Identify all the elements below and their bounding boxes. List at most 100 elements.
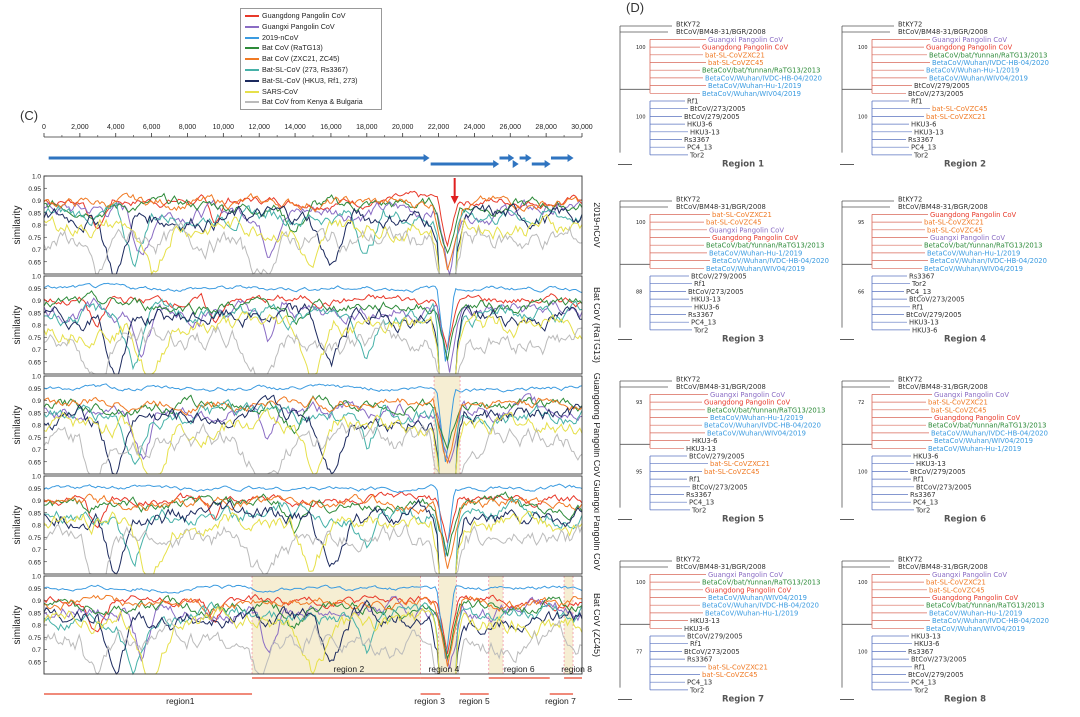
tree-taxon-label: Guangxi Pangolin CoV: [932, 571, 1007, 579]
y-axis-label: similarity: [12, 206, 23, 245]
tree-taxon-label: BetaCoV/Wuhan/IVDC-HB-04/2020: [702, 602, 819, 610]
panel-reference-label: 2019-nCoV: [592, 202, 600, 248]
tree-taxon-label: BetaCoV/Wuhan/WIV04/2019: [702, 90, 801, 98]
tree-taxon-label: Rf1: [694, 280, 705, 288]
tree-taxon-label: bat-SL-CoVZXC21: [926, 113, 986, 121]
bootstrap-value: 100: [636, 220, 646, 226]
similarity-panel: 1.0 0.95 0.9 0.85 0.8 0.75 0.7 0.65 similarity Ba…: [12, 574, 600, 676]
tree-taxon-label: bat-SL-CoVZC45: [704, 468, 760, 476]
bootstrap-value: 95: [636, 469, 642, 475]
tree-taxon-label: BetaCoV/Wuhan/IVDC-HB-04/2020: [930, 257, 1047, 265]
y-tick-label: 0.75: [28, 335, 41, 342]
tree-taxon-label: bat-SL-CoVZC45: [929, 586, 985, 594]
bootstrap-value: 100: [636, 45, 646, 51]
tree-title: Region 6: [944, 515, 986, 525]
x-tick-label: 6,000: [143, 124, 161, 131]
tree-taxon-label: BtKY72: [898, 196, 922, 204]
tree-taxon-label: Rf1: [689, 476, 700, 484]
legend-swatch: [245, 58, 259, 61]
tree-title: Region 2: [944, 160, 986, 170]
tree-taxon-label: BetaCoV/Wuhan/IVDC-HB-04/2020: [704, 422, 821, 430]
bootstrap-value: 95: [858, 220, 864, 226]
y-tick-label: 0.9: [32, 398, 41, 405]
tree-taxon-label: BtCoV/BM48-31/BGR/2008: [898, 563, 988, 571]
tree-taxon-label: Tor2: [911, 280, 926, 288]
tree-taxon-label: HKU3-6: [684, 625, 709, 633]
y-tick-label: 0.9: [32, 498, 41, 505]
tree-taxon-label: HKU3-6: [911, 121, 936, 129]
tree-taxon-label: BetaCoV/Wuhan/WIV04/2019: [706, 265, 805, 273]
bootstrap-value: 66: [858, 289, 864, 295]
series-line: [43, 290, 583, 361]
tree-taxon-label: Tor2: [915, 506, 930, 514]
x-tick-label: 14,000: [284, 124, 306, 131]
y-tick-label: 0.95: [28, 186, 41, 193]
tree-taxon-label: PC4_13: [906, 288, 931, 296]
y-tick-label: 1.0: [32, 574, 41, 581]
tree-taxon-label: Rs3367: [908, 136, 934, 144]
tree-taxon-label: bat-SL-CoVZXC21: [705, 51, 765, 59]
tree-taxon-label: HKU3-13: [690, 128, 720, 136]
legend-swatch: [245, 36, 259, 39]
bootstrap-value: 100: [636, 114, 646, 120]
e-arrow-head: [512, 160, 519, 168]
x-tick-label: 2,000: [71, 124, 89, 131]
tree-taxon-label: HKU3-6: [694, 303, 719, 311]
legend-entry: Guangdong Pangolin CoV: [245, 11, 346, 21]
tree-taxon-label: BtCoV/BM48-31/BGR/2008: [676, 563, 766, 571]
tree-taxon-label: BtCoV/273/2005: [909, 296, 965, 304]
tree-taxon-label: BtCoV/279/2005: [684, 113, 740, 121]
legend-entry: Bat CoV from Kenya & Bulgaria: [245, 97, 363, 107]
similarity-panel: 1.0 0.95 0.9 0.85 0.8 0.75 0.7 0.65 similarity Ba…: [12, 274, 600, 375]
tree-taxon-label: bat-SL-CoVZXC21: [712, 211, 772, 219]
y-tick-label: 0.8: [32, 423, 41, 430]
tree-taxon-label: Rs3367: [910, 491, 936, 499]
y-tick-label: 0.75: [28, 635, 41, 642]
series-line: [43, 297, 583, 373]
tree-taxon-label: Guangxi Pangolin CoV: [708, 571, 783, 579]
region-label: region 6: [504, 664, 535, 674]
region-label: region 5: [459, 696, 490, 706]
tree-taxon-label: BetaCoV/bat/Yunnan/RaTG13/2013: [924, 242, 1042, 250]
legend-entry: Bat CoV (RaTG13): [245, 43, 323, 53]
tree-taxon-label: BetaCoV/Wuhan-Hu-1/2019: [709, 249, 802, 257]
tree-taxon-label: BtCoV/273/2005: [911, 656, 967, 664]
tree-title: Region 5: [722, 515, 764, 525]
x-tick-label: 20,000: [392, 124, 414, 131]
orf3-arrow-head: [508, 154, 515, 162]
bootstrap-value: 100: [636, 580, 646, 586]
bootstrap-value: 100: [858, 45, 868, 51]
y-tick-label: 0.85: [28, 410, 41, 417]
tree-taxon-label: BetaCoV/bat/Yunnan/RaTG13/2013: [707, 406, 825, 414]
legend-label: Bat CoV (ZXC21, ZC45): [262, 54, 340, 64]
tree-taxon-label: Tor2: [691, 506, 706, 514]
tree-taxon-label: BetaCoV/Wuhan/WIV04/2019: [934, 437, 1033, 445]
bootstrap-value: 100: [858, 580, 868, 586]
tree-taxon-label: PC4_13: [687, 679, 712, 687]
tree-taxon-label: BtCoV/BM48-31/BGR/2008: [676, 383, 766, 391]
x-tick-label: 12,000: [248, 124, 270, 131]
tree-taxon-label: PC4_13: [911, 144, 936, 152]
y-tick-label: 0.7: [32, 347, 41, 354]
y-tick-label: 0.9: [32, 198, 41, 205]
y-tick-label: 0.8: [32, 623, 41, 630]
tree-title: Region 3: [722, 335, 764, 345]
y-tick-label: 0.85: [28, 510, 41, 517]
tree-taxon-label: Guangdong Pangolin CoV: [702, 44, 789, 52]
n-arrow-head: [567, 154, 574, 162]
panel-reference-label: Guangxi Pangolin CoV: [592, 479, 600, 570]
tree-taxon-label: Guangdong Pangolin CoV: [704, 399, 791, 407]
tree-taxon-label: bat-SL-CoVZC45: [932, 105, 988, 113]
tree-taxon-label: BetaCoV/Wuhan/IVDC-HB-04/2020: [932, 59, 1049, 67]
tree-taxon-label: bat-SL-CoVZXC21: [708, 663, 768, 671]
y-tick-label: 0.7: [32, 647, 41, 654]
spike-arrow-head: [493, 160, 500, 168]
series-line: [43, 498, 583, 575]
legend-entry: SARS-CoV: [245, 87, 298, 97]
tree-taxon-label: HKU3-6: [692, 437, 717, 445]
legend-entry: Bat-SL-CoV (273, Rs3367): [245, 65, 348, 75]
